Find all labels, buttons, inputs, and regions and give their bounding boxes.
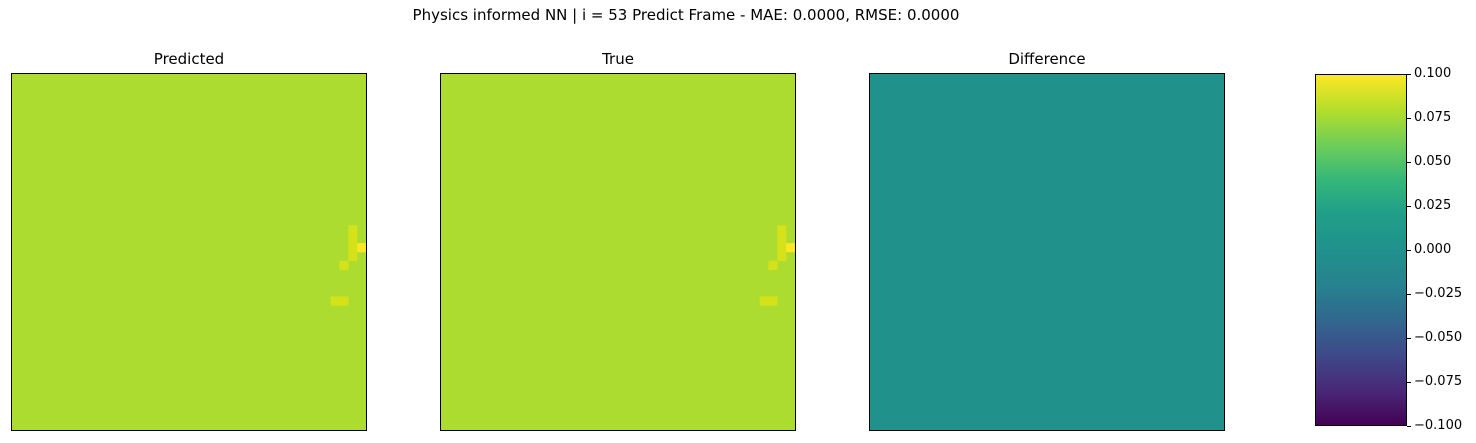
colorbar-tick-mark	[1407, 206, 1411, 207]
heatmap-cell	[768, 260, 778, 270]
colorbar-tick-label: 0.100	[1414, 66, 1452, 81]
heatmap-cell	[786, 243, 796, 253]
heatmap-predicted-svg	[11, 73, 367, 431]
heatmap-cell	[348, 225, 358, 235]
heatmap-cell	[348, 252, 358, 262]
heatmap-cell	[777, 234, 787, 244]
colorbar-tick-label: −0.025	[1414, 286, 1463, 301]
panel-title-predicted: Predicted	[153, 50, 225, 68]
heatmap-frame	[440, 73, 796, 431]
heatmap-true	[440, 73, 796, 431]
heatmap-cell	[339, 296, 349, 306]
panel-title-difference: Difference	[1008, 50, 1086, 68]
colorbar-tick-mark	[1407, 382, 1411, 383]
colorbar-tick-label: −0.075	[1414, 374, 1463, 389]
heatmap-cell	[330, 296, 340, 306]
heatmap-cell	[348, 234, 358, 244]
heatmap-true-svg	[440, 73, 796, 431]
colorbar-svg	[1315, 74, 1407, 426]
colorbar-tick-mark	[1407, 250, 1411, 251]
colorbar-tick-mark	[1407, 338, 1411, 339]
heatmap-base-field	[870, 74, 1224, 430]
heatmap-base-field	[12, 74, 366, 430]
colorbar	[1315, 74, 1407, 426]
colorbar-tick-mark	[1407, 74, 1411, 75]
colorbar-tick-label: −0.050	[1414, 330, 1463, 345]
colorbar-tick-mark	[1407, 426, 1411, 427]
colorbar-tick-mark	[1407, 294, 1411, 295]
heatmap-cell	[348, 243, 358, 253]
heatmap-cell	[777, 225, 787, 235]
colorbar-tick-label: 0.075	[1414, 110, 1452, 125]
heatmap-cell	[339, 260, 349, 270]
colorbar-tick-label: 0.025	[1414, 198, 1452, 213]
heatmap-cell	[357, 243, 367, 253]
figure-suptitle: Physics informed NN | i = 53 Predict Fra…	[412, 6, 960, 24]
heatmap-difference-svg	[869, 73, 1225, 431]
colorbar-tick-label: −0.100	[1414, 418, 1463, 433]
heatmap-frame	[869, 73, 1225, 431]
heatmap-difference	[869, 73, 1225, 431]
heatmap-predicted	[11, 73, 367, 431]
heatmap-cell	[759, 296, 769, 306]
heatmap-frame	[11, 73, 367, 431]
heatmap-cell	[777, 243, 787, 253]
heatmap-cell	[777, 252, 787, 262]
panel-title-true: True	[602, 50, 634, 68]
colorbar-gradient	[1315, 74, 1407, 426]
colorbar-tick-label: 0.050	[1414, 154, 1452, 169]
heatmap-base-field	[441, 74, 795, 430]
heatmap-cell	[768, 296, 778, 306]
colorbar-tick-mark	[1407, 162, 1411, 163]
colorbar-tick-label: 0.000	[1414, 242, 1452, 257]
colorbar-tick-mark	[1407, 118, 1411, 119]
